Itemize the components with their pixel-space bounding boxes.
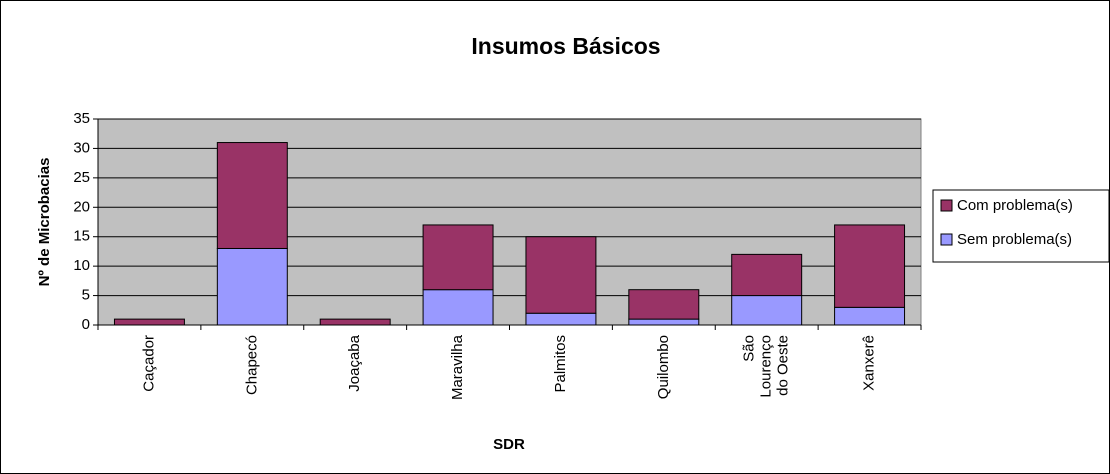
bar-segment (216, 142, 288, 249)
x-tick-label: SãoLourençodo Oeste (741, 335, 792, 398)
x-tick-label: Quilombo (655, 335, 672, 399)
bar-segment (628, 318, 700, 326)
chart-title: Insumos Básicos (471, 33, 660, 59)
legend-swatch (940, 199, 953, 212)
bar-segment (525, 312, 597, 326)
x-tick-label-line: São (741, 335, 758, 362)
bar-segment (628, 289, 700, 320)
y-tick-label: 20 (73, 198, 90, 215)
y-tick-label: 30 (73, 139, 90, 156)
x-tick-label: Joaçaba (346, 334, 363, 391)
bar-segment (319, 318, 391, 326)
legend-label: Sem problema(s) (957, 231, 1072, 248)
y-axis-label: Nº de Microbacias (36, 158, 53, 287)
y-tick-label: 35 (73, 110, 90, 127)
x-tick-label: Maravilha (449, 334, 466, 400)
legend-label: Com problema(s) (957, 197, 1073, 214)
bar-segment (525, 236, 597, 314)
bar-segment (731, 253, 803, 297)
y-tick-label: 10 (73, 257, 90, 274)
y-tick-label: 0 (82, 316, 90, 333)
bar-segment (216, 247, 288, 326)
x-axis-label: SDR (493, 436, 525, 453)
x-tick-label-line: Lourenço (758, 335, 775, 398)
bar-segment (834, 306, 906, 326)
bar-segment (113, 318, 185, 326)
bar-segment (422, 224, 494, 291)
x-tick-label: Xanxerê (861, 335, 878, 391)
y-tick-label: 25 (73, 169, 90, 186)
bar-segment (731, 295, 803, 326)
bar-segment (422, 289, 494, 326)
legend-box (932, 189, 1110, 263)
x-tick-label: Palmitos (552, 335, 569, 393)
legend-swatch (940, 233, 953, 246)
x-tick-label-line: do Oeste (775, 335, 792, 396)
bar-segment (834, 224, 906, 308)
y-tick-label: 5 (82, 287, 90, 304)
x-tick-label: Chapecó (243, 335, 260, 395)
y-tick-label: 15 (73, 228, 90, 245)
x-tick-label: Caçador (140, 335, 157, 392)
